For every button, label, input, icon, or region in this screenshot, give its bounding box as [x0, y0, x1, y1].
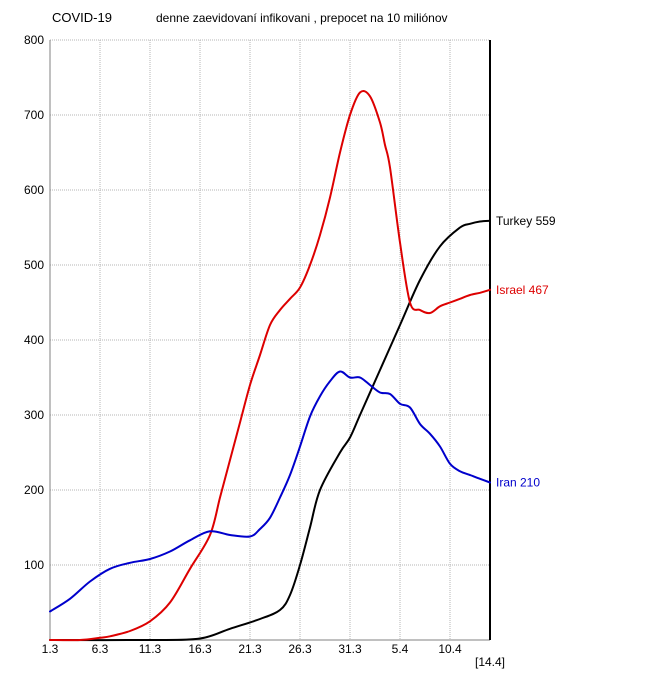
x-tick-label: 21.3 — [238, 642, 262, 656]
series-end-label-iran: Iran 210 — [496, 476, 540, 490]
x-tick-label: 26.3 — [288, 642, 312, 656]
x-tick-labels: 1.3 6.3 11.3 16.3 21.3 26.3 31.3 5.4 10.4 — [42, 642, 462, 656]
series-end-label-turkey: Turkey 559 — [496, 214, 556, 228]
y-tick-label: 600 — [24, 183, 44, 197]
series-line-iran — [49, 370, 491, 613]
x-tick-label: 31.3 — [338, 642, 362, 656]
y-tick-labels: 100 200 300 400 500 600 700 800 — [24, 33, 44, 572]
series-lines — [49, 90, 491, 642]
series-line-israel — [49, 90, 491, 642]
series-end-label-israel: Israel 467 — [496, 283, 549, 297]
x-tick-label: 16.3 — [188, 642, 212, 656]
y-tick-label: 400 — [24, 333, 44, 347]
series-end-labels: Turkey 559 Israel 467 Iran 210 — [496, 214, 556, 490]
x-tick-label: 6.3 — [92, 642, 109, 656]
y-tick-label: 100 — [24, 558, 44, 572]
x-tick-label: 11.3 — [139, 642, 162, 656]
series-line-turkey — [49, 219, 491, 642]
chart-subtitle: denne zaevidovaní infikovani , prepocet … — [156, 11, 448, 25]
y-tick-label: 200 — [24, 483, 44, 497]
grid — [50, 39, 490, 640]
y-tick-label: 500 — [24, 258, 44, 272]
x-tick-label: 5.4 — [392, 642, 409, 656]
chart-title: COVID-19 — [52, 10, 112, 25]
y-tick-label: 300 — [24, 408, 44, 422]
x-tick-label: 1.3 — [42, 642, 59, 656]
y-tick-label: 700 — [24, 108, 44, 122]
y-tick-label: 800 — [24, 33, 44, 47]
x-tick-label: 10.4 — [438, 642, 462, 656]
x-end-label: [14.4] — [475, 655, 505, 669]
